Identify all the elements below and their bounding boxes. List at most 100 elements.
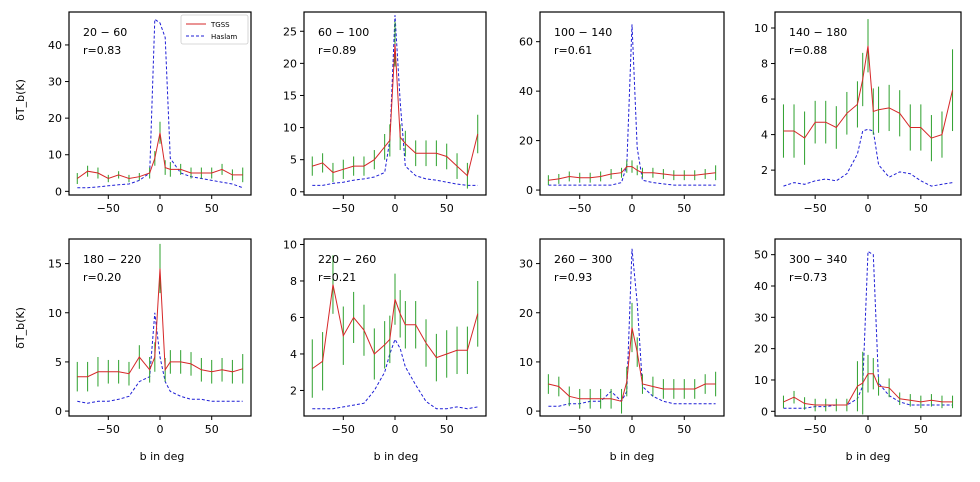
x-tick-label: −50 xyxy=(568,202,591,215)
y-tick-label: 50 xyxy=(754,249,768,262)
y-tick-label: 30 xyxy=(519,258,533,271)
y-tick-label: 10 xyxy=(283,122,297,135)
x-tick-label: 0 xyxy=(392,423,399,436)
y-tick-label: 0 xyxy=(290,186,297,199)
tgss-line xyxy=(77,268,243,378)
x-tick-label: −50 xyxy=(332,202,355,215)
tgss-line xyxy=(783,373,953,406)
x-tick-label: 0 xyxy=(629,423,636,436)
y-tick-label: 10 xyxy=(754,374,768,387)
y-tick-label: 25 xyxy=(283,25,297,38)
y-tick-label: 10 xyxy=(754,22,768,35)
y-tick-label: 2 xyxy=(761,164,768,177)
x-tick-label: 0 xyxy=(865,202,872,215)
panel-8: 0 10 20 30 40 50 −50 0 50 300 − 340 r=0.73 xyxy=(754,238,962,436)
y-tick-label: 20 xyxy=(283,57,297,70)
haslam-line xyxy=(548,24,716,186)
x-tick-label: 0 xyxy=(629,202,636,215)
y-tick-label: 10 xyxy=(519,356,533,369)
haslam-line xyxy=(783,128,953,187)
y-tick-label: 8 xyxy=(761,58,768,71)
panel-range-label: 140 − 180 xyxy=(789,26,847,39)
legend-label-tgss: TGSS xyxy=(210,21,230,29)
x-tick-label: −50 xyxy=(97,202,120,215)
y-tick-label: 0 xyxy=(761,405,768,418)
tgss-line xyxy=(312,284,479,370)
x-tick-label: −50 xyxy=(804,202,827,215)
x-tick-label: 50 xyxy=(677,423,691,436)
x-tick-label: 50 xyxy=(914,202,928,215)
panel-r-label: r=0.83 xyxy=(83,44,121,57)
x-tick-label: −50 xyxy=(332,423,355,436)
haslam-line xyxy=(312,338,478,410)
y-tick-label: 20 xyxy=(519,307,533,320)
panel-range-label: 260 − 300 xyxy=(554,253,612,266)
ylabel-row-2: δT_b(K) xyxy=(14,307,27,349)
y-tick-label: 20 xyxy=(519,135,533,148)
haslam-line xyxy=(77,18,243,189)
x-tick-label: 50 xyxy=(440,202,454,215)
y-tick-label: 30 xyxy=(48,76,62,89)
haslam-line xyxy=(312,15,478,186)
tgss-line xyxy=(312,44,479,177)
y-tick-label: 20 xyxy=(48,112,62,125)
x-tick-label: 50 xyxy=(677,202,691,215)
panel-r-label: r=0.89 xyxy=(318,44,356,57)
y-tick-label: 5 xyxy=(55,356,62,369)
panel-4: 2 4 6 8 10 −50 0 50 140 − 180 r=0.88 xyxy=(754,11,962,215)
panel-r-label: r=0.21 xyxy=(318,271,356,284)
panel-range-label: 180 − 220 xyxy=(83,253,141,266)
panel-r-label: r=0.93 xyxy=(554,271,592,284)
x-tick-label: −50 xyxy=(804,423,827,436)
tgss-line xyxy=(548,166,716,181)
panel-range-label: 20 − 60 xyxy=(83,26,127,39)
legend-label-haslam: Haslam xyxy=(211,33,237,41)
panel-2: 0 5 10 15 20 25 −50 0 50 60 − 100 r=0.89 xyxy=(283,11,487,215)
y-tick-label: 15 xyxy=(283,89,297,102)
y-tick-label: 40 xyxy=(754,280,768,293)
panel-r-label: r=0.61 xyxy=(554,44,592,57)
panel-5: 0 5 10 15 −50 0 50 180 − 220 r=0.20 xyxy=(48,238,252,436)
y-tick-label: 0 xyxy=(55,185,62,198)
y-tick-label: 5 xyxy=(290,154,297,167)
y-tick-label: 0 xyxy=(55,405,62,418)
panel-7: 0 10 20 30 −50 0 50 260 − 300 r=0.93 xyxy=(519,238,725,436)
x-tick-label: 0 xyxy=(157,423,164,436)
x-tick-label: 50 xyxy=(205,423,219,436)
y-tick-label: 20 xyxy=(754,343,768,356)
y-tick-label: 6 xyxy=(290,311,297,324)
legend: TGSS Haslam xyxy=(180,14,249,45)
y-tick-label: 8 xyxy=(290,275,297,288)
y-tick-label: 2 xyxy=(290,384,297,397)
x-tick-label: 50 xyxy=(440,423,454,436)
y-tick-label: 40 xyxy=(519,85,533,98)
xlabel-col-4: b in deg xyxy=(846,450,891,463)
y-tick-label: 0 xyxy=(526,184,533,197)
panel-6: 2 4 6 8 10 −50 0 50 220 − 260 r=0.21 xyxy=(283,238,487,436)
xlabel-col-2: b in deg xyxy=(374,450,419,463)
panel-range-label: 100 − 140 xyxy=(554,26,612,39)
y-tick-label: 10 xyxy=(48,307,62,320)
panel-range-label: 60 − 100 xyxy=(318,26,369,39)
x-tick-label: −50 xyxy=(97,423,120,436)
x-tick-label: 0 xyxy=(157,202,164,215)
y-tick-label: 60 xyxy=(519,36,533,49)
panel-r-label: r=0.73 xyxy=(789,271,827,284)
x-tick-label: −50 xyxy=(568,423,591,436)
x-tick-label: 0 xyxy=(392,202,399,215)
panel-1: 0 10 20 30 40 −50 0 50 20 − 60 r=0.83 xyxy=(48,11,252,215)
tgss-line xyxy=(548,327,716,402)
legend-box xyxy=(180,14,249,45)
panel-range-label: 220 − 260 xyxy=(318,253,376,266)
y-tick-label: 30 xyxy=(754,311,768,324)
xlabel-col-1: b in deg xyxy=(140,450,185,463)
ylabel-row-1: δT_b(K) xyxy=(14,79,27,121)
panel-r-label: r=0.20 xyxy=(83,271,121,284)
y-tick-label: 4 xyxy=(290,348,297,361)
tgss-line xyxy=(783,45,953,139)
tgss-line xyxy=(77,132,243,180)
y-tick-label: 10 xyxy=(283,238,297,251)
axis-titles: δT_b(K) δT_b(K) b in deg b in deg b in d… xyxy=(14,79,890,463)
